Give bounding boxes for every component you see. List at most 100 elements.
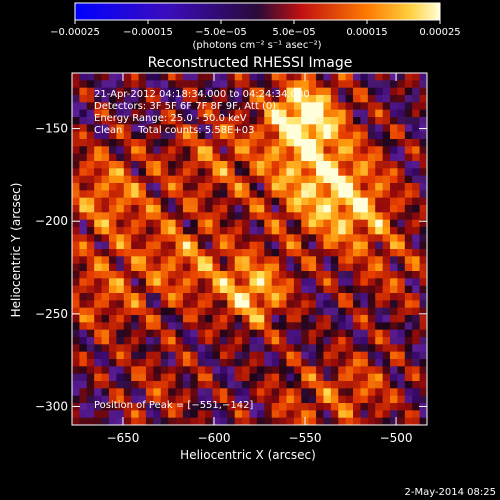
heatmap-cell [168,417,177,425]
heatmap-cell [205,263,214,272]
heatmap-cell [412,175,421,184]
heatmap-cell [353,205,362,213]
heatmap-cell [286,219,295,228]
heatmap-cell [367,351,376,360]
heatmap-cell [323,351,332,360]
heatmap-cell [382,344,391,353]
heatmap-cell [308,146,317,155]
heatmap-cell [390,175,399,184]
heatmap-cell [279,271,288,279]
heatmap-cell [256,87,265,96]
heatmap-cell [390,300,399,309]
heatmap-cell [205,359,214,367]
heatmap-cell [264,117,273,125]
heatmap-cell [353,168,362,177]
colorbar-tick-label: 5.0e−05 [272,27,315,38]
heatmap-cell [271,102,280,111]
heatmap-cell [360,344,369,353]
heatmap-cell [338,102,347,111]
heatmap-cell [234,183,243,191]
heatmap-cell [190,337,199,345]
heatmap-cell [256,300,265,309]
heatmap-cell [308,109,317,118]
heatmap-cell [242,117,251,125]
heatmap-cell [286,241,295,250]
heatmap-cell [330,212,339,221]
heatmap-cell [375,219,384,228]
heatmap-cell [123,124,132,133]
heatmap-cell [160,366,169,375]
heatmap-cell [404,168,413,177]
heatmap-cell [116,205,125,213]
heatmap-cell [360,190,369,199]
heatmap-cell [375,417,384,425]
heatmap-cell [168,95,177,103]
heatmap-cell [397,417,406,425]
heatmap-cell [108,131,117,140]
heatmap-cell [338,153,347,162]
heatmap-cell [234,344,243,353]
heatmap-cell [94,73,103,81]
heatmap-cell [116,322,125,331]
heatmap-cell [168,161,177,169]
heatmap-cell [308,293,317,301]
heatmap-cell [86,234,95,243]
heatmap-cell [360,183,369,191]
heatmap-cell [175,102,184,111]
heatmap-cell [197,263,206,272]
heatmap-cell [205,161,214,169]
heatmap-cell [293,80,302,89]
heatmap-cell [390,329,399,338]
heatmap-cell [412,344,421,353]
heatmap-cell [301,205,310,213]
heatmap-cell [94,131,103,140]
heatmap-cell [323,95,332,103]
heatmap-cell [190,190,199,199]
heatmap-cell [101,161,110,169]
heatmap-cell [382,410,391,419]
heatmap-cell [338,73,347,81]
heatmap-cell [123,322,132,331]
heatmap-cell [338,227,347,235]
heatmap-cell [316,337,325,345]
heatmap-cell [390,80,399,89]
heatmap-cell [390,183,399,191]
heatmap-cell [397,410,406,419]
heatmap-cell [353,197,362,206]
heatmap-cell [116,315,125,323]
heatmap-cell [367,153,376,162]
heatmap-cell [308,366,317,375]
heatmap-cell [330,300,339,309]
heatmap-cell [360,410,369,419]
heatmap-cell [301,183,310,191]
heatmap-cell [197,285,206,294]
heatmap-cell [145,131,154,140]
heatmap-cell [382,153,391,162]
heatmap-cell [397,315,406,323]
heatmap-cell [86,146,95,155]
heatmap-cell [323,168,332,177]
heatmap-cell [323,307,332,316]
colorbar-tick-label: −0.00025 [50,27,100,38]
energy-range-annotation: Energy Range: 25.0 - 50.0 keV [94,113,247,124]
heatmap-cell [390,73,399,81]
heatmap-cell [419,278,427,287]
heatmap-cell [160,337,169,345]
heatmap-cell [345,381,354,389]
heatmap-cell [308,417,317,425]
heatmap-cell [308,249,317,257]
heatmap-cell [138,241,147,250]
heatmap-cell [72,175,80,184]
heatmap-cell [323,146,332,155]
heatmap-cell [219,117,228,125]
heatmap-cell [419,190,427,199]
heatmap-cell [219,395,228,404]
heatmap-cell [301,80,310,89]
heatmap-cell [264,234,273,243]
heatmap-cell [197,139,206,147]
heatmap-cell [153,249,162,257]
heatmap-cell [330,307,339,316]
heatmap-cell [419,227,427,235]
heatmap-cell [72,395,80,404]
heatmap-cell [419,344,427,353]
